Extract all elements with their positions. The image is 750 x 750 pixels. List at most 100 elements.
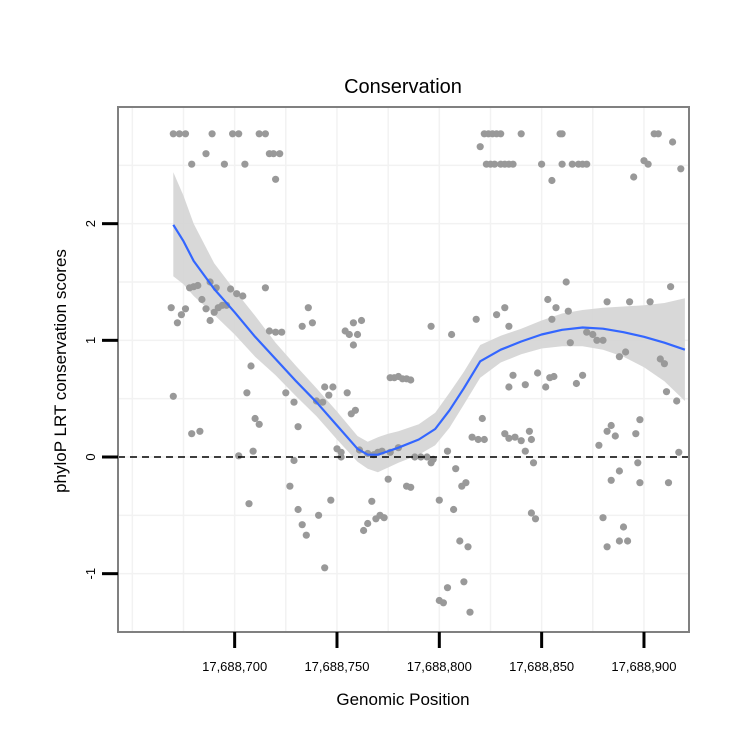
data-point <box>505 434 513 442</box>
data-point <box>407 483 415 491</box>
data-point <box>188 430 196 438</box>
data-point <box>443 447 452 455</box>
data-point <box>169 130 177 138</box>
data-point <box>269 150 278 158</box>
chart-title: Conservation <box>344 76 462 98</box>
data-point <box>607 476 615 484</box>
data-point <box>321 383 329 391</box>
data-point <box>615 467 624 475</box>
x-tick-label: 17,688,900 <box>611 659 676 674</box>
data-point <box>227 285 235 293</box>
data-point <box>558 160 566 168</box>
data-point <box>595 441 603 449</box>
data-point <box>656 355 664 363</box>
data-point <box>251 414 259 423</box>
data-point <box>229 130 237 138</box>
data-point <box>619 523 628 531</box>
data-point <box>294 423 302 431</box>
data-point <box>564 307 572 315</box>
data-point <box>325 391 333 399</box>
data-point <box>298 521 306 529</box>
data-point <box>380 514 388 522</box>
data-point <box>511 433 519 441</box>
confidence-band-area <box>173 172 685 473</box>
data-point <box>265 327 273 335</box>
data-point <box>364 519 372 528</box>
data-point <box>239 292 247 300</box>
data-point <box>630 173 638 181</box>
data-point <box>294 505 302 514</box>
data-point <box>667 283 675 291</box>
data-point <box>480 435 488 444</box>
data-point <box>452 465 460 473</box>
data-point <box>550 372 558 381</box>
data-point <box>448 330 456 339</box>
data-point <box>562 278 570 286</box>
data-point <box>384 475 392 483</box>
data-point <box>664 479 673 487</box>
data-point <box>181 305 190 313</box>
data-point <box>501 430 509 438</box>
smooth-line <box>172 224 686 456</box>
data-point <box>327 496 335 504</box>
data-point <box>636 479 644 487</box>
data-point <box>615 537 624 545</box>
data-point <box>407 376 415 384</box>
data-point <box>622 348 630 356</box>
x-tick-label: 17,688,850 <box>509 659 574 674</box>
y-tick-label: -1 <box>83 568 98 580</box>
y-axis-ticks: -1 0 1 2 <box>83 220 118 579</box>
data-point <box>298 322 306 330</box>
data-point <box>286 482 294 490</box>
data-point <box>349 319 357 327</box>
panel-border <box>117 106 690 633</box>
data-point <box>626 298 634 306</box>
data-point <box>603 427 611 435</box>
data-point <box>521 381 529 389</box>
data-point <box>319 398 327 406</box>
data-point <box>329 383 337 391</box>
data-point <box>572 379 581 388</box>
data-point <box>538 160 546 168</box>
data-point <box>351 406 359 414</box>
data-point <box>468 433 476 441</box>
data-point <box>261 130 269 138</box>
data-point <box>175 130 183 138</box>
data-point <box>660 360 669 368</box>
data-point <box>423 453 431 461</box>
data-point <box>235 452 243 460</box>
data-point <box>517 437 525 445</box>
data-point <box>632 430 640 438</box>
data-point <box>505 383 513 391</box>
data-point <box>525 427 534 435</box>
data-point <box>544 295 552 304</box>
data-point <box>220 160 228 168</box>
data-point <box>169 392 177 400</box>
data-point <box>202 305 210 313</box>
data-point <box>181 130 190 138</box>
data-point <box>241 160 249 168</box>
data-point <box>534 369 542 377</box>
data-point <box>321 564 329 572</box>
data-point <box>531 515 540 523</box>
x-axis-ticks: 17,688,700 17,688,750 17,688,800 17,688,850… <box>202 632 677 674</box>
data-point <box>210 308 218 316</box>
data-point <box>527 435 536 444</box>
data-point <box>245 500 253 508</box>
data-point <box>493 311 501 319</box>
data-point <box>290 398 298 406</box>
data-point <box>675 448 683 456</box>
y-tick-label: 0 <box>83 453 98 460</box>
y-axis-label: phyloP LRT conservation scores <box>51 249 70 493</box>
data-point <box>282 389 290 397</box>
data-point <box>249 447 257 455</box>
data-point <box>439 599 447 607</box>
data-point <box>654 130 662 138</box>
data-point <box>474 435 482 444</box>
data-point <box>460 578 468 586</box>
data-point <box>255 130 263 138</box>
data-point <box>202 150 210 158</box>
data-point <box>611 432 619 440</box>
data-point <box>272 328 280 336</box>
